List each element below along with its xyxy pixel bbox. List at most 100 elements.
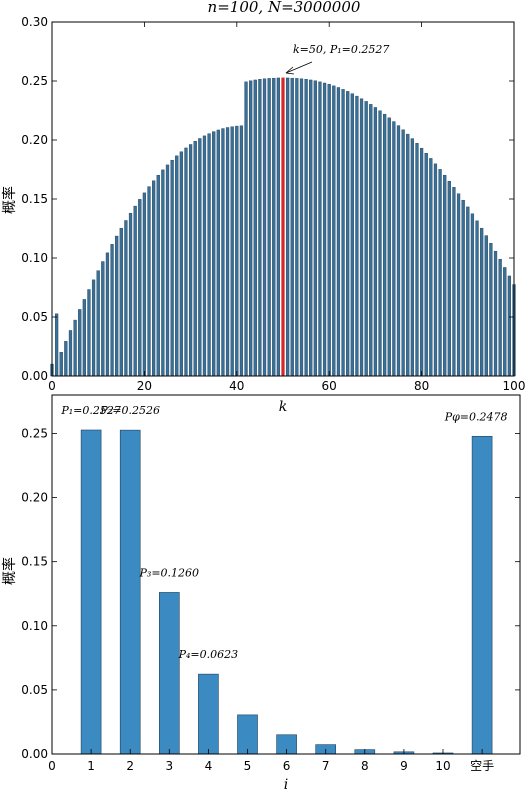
bar-value-annotation: P₂=0.2526 <box>99 404 160 417</box>
bar <box>225 127 230 377</box>
bar <box>461 199 465 377</box>
bar <box>299 78 304 377</box>
bar <box>327 84 331 377</box>
x-tick-label: 80 <box>414 379 429 393</box>
y-tick-label: 0.25 <box>21 74 48 88</box>
y-tick-label: 0.15 <box>21 192 48 206</box>
bar <box>267 78 271 377</box>
bar <box>452 187 456 377</box>
bar <box>258 79 262 377</box>
bar <box>410 138 414 377</box>
bar <box>175 155 179 377</box>
bar <box>332 85 336 377</box>
bar <box>392 121 396 377</box>
bar <box>138 199 142 377</box>
bar <box>152 180 156 377</box>
bar <box>313 80 317 377</box>
x-tick-label: 100 <box>503 379 525 393</box>
top-chart-bars <box>50 77 516 377</box>
x-tick-label: 40 <box>229 379 244 393</box>
bottom-chart-bars <box>80 429 493 755</box>
bar <box>105 252 110 377</box>
bar <box>235 125 239 377</box>
bar <box>318 81 322 377</box>
bar-value-annotation: Pφ=0.2478 <box>444 410 508 423</box>
bottom-chart: 概率 i 0 1 2 3 4 5 6 7 8 9 10 空手0.000.050.100.150.200… <box>1 394 521 791</box>
top-chart-x-axis-label: k <box>279 399 287 415</box>
bar <box>484 235 488 377</box>
y-tick-label: 0.30 <box>21 15 48 29</box>
bar <box>165 164 170 377</box>
bar <box>119 429 141 755</box>
bar <box>115 235 119 377</box>
bar <box>373 107 378 377</box>
bar <box>456 193 461 377</box>
bar <box>322 82 327 377</box>
highlighted-bar <box>281 77 285 377</box>
top-chart-annotation: k=50, P₁=0.2527 <box>293 43 389 56</box>
bar <box>82 299 86 377</box>
y-tick-label: 0.05 <box>21 683 48 697</box>
bar <box>124 220 128 377</box>
bar <box>341 89 345 377</box>
bar <box>470 213 475 377</box>
bar <box>212 131 216 377</box>
y-tick-label: 0.00 <box>21 747 48 761</box>
bar <box>498 258 502 377</box>
bar <box>364 101 368 377</box>
bar <box>447 180 451 377</box>
bar <box>304 79 308 377</box>
bar <box>475 220 479 377</box>
y-tick-label: 0.05 <box>21 310 48 324</box>
bar <box>285 77 290 377</box>
bar <box>68 330 73 377</box>
bar <box>471 435 493 755</box>
bar <box>73 319 77 377</box>
bar <box>429 158 433 377</box>
y-tick-label: 0.15 <box>21 555 48 569</box>
bar <box>253 79 257 377</box>
bar <box>142 192 147 377</box>
x-tick-label: 20 <box>137 379 152 393</box>
bar <box>387 117 391 377</box>
bar <box>406 133 410 377</box>
bar <box>396 125 401 377</box>
y-tick-label: 0.25 <box>21 426 48 440</box>
bar <box>64 341 68 377</box>
y-tick-label: 0.10 <box>21 619 48 633</box>
x-tick-label: 3 <box>165 759 173 773</box>
x-tick-label: 60 <box>322 379 337 393</box>
bar <box>383 113 387 377</box>
bar <box>355 95 359 377</box>
bar <box>443 174 447 377</box>
y-tick-label: 0.20 <box>21 133 48 147</box>
bar <box>198 673 219 755</box>
bar <box>207 133 211 377</box>
x-tick-label: 4 <box>205 759 213 773</box>
top-chart-title: n=100, N=3000000 <box>208 0 361 16</box>
bar <box>110 244 114 377</box>
bar <box>159 592 180 755</box>
bar <box>507 275 512 377</box>
y-tick-label: 0.20 <box>21 491 48 505</box>
bar <box>101 261 105 377</box>
x-tick-label: 10 <box>435 759 450 773</box>
y-tick-label: 0.10 <box>21 251 48 265</box>
bar <box>489 243 493 377</box>
x-tick-label: 0 <box>48 759 56 773</box>
bar <box>87 289 91 377</box>
bar <box>244 81 248 377</box>
bar <box>179 151 183 377</box>
bar <box>336 87 341 377</box>
bar <box>230 126 234 377</box>
bottom-chart-ticks: 0 1 2 3 4 5 6 7 8 9 10 空手 0.00 0.05 0.10 0.15 0.20 0.25 <box>21 426 520 773</box>
bar <box>119 227 123 377</box>
bar <box>54 313 59 377</box>
x-tick-label: 2 <box>126 759 134 773</box>
bar <box>221 128 225 377</box>
bar <box>78 309 82 377</box>
bar <box>147 186 151 377</box>
x-tick-label: 8 <box>361 759 369 773</box>
bar <box>59 352 63 377</box>
bar <box>493 250 498 377</box>
